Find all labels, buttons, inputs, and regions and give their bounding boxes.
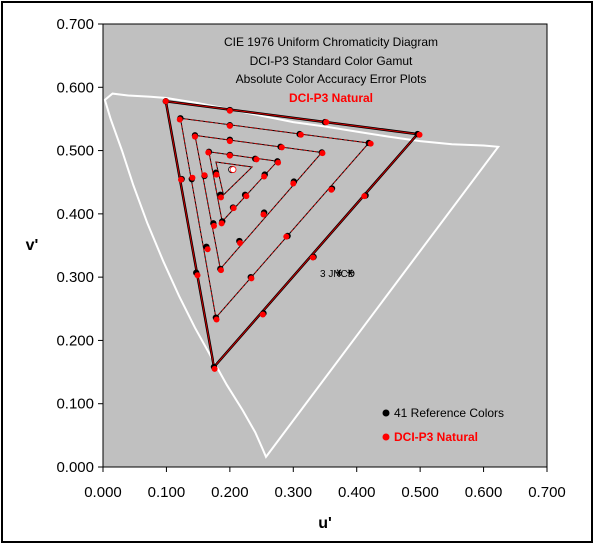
measured-point <box>328 186 335 193</box>
measured-point <box>162 98 169 105</box>
chart-title-line-1: CIE 1976 Uniform Chromaticity Diagram <box>224 35 438 49</box>
measured-point <box>259 311 266 318</box>
y-tick-label: 0.000 <box>56 459 94 476</box>
measured-point <box>176 116 183 123</box>
measured-point <box>204 246 211 253</box>
measured-point <box>367 140 374 147</box>
measured-point <box>217 194 224 201</box>
x-tick-label: 0.600 <box>465 484 503 501</box>
gamut-triangle-measured <box>179 117 370 319</box>
measured-point <box>309 254 316 261</box>
x-tick-label: 0.100 <box>148 484 186 501</box>
x-tick-label: 0.300 <box>275 484 313 501</box>
gamut-triangle-measured <box>215 161 253 196</box>
x-tick-label: 0.400 <box>338 484 376 501</box>
measured-point <box>213 171 220 178</box>
measured-point <box>416 131 423 138</box>
measured-point <box>213 316 220 323</box>
measured-point <box>229 166 237 173</box>
measured-point <box>361 193 368 200</box>
y-tick-label: 0.600 <box>56 79 94 96</box>
legend-label-reference: 41 Reference Colors <box>394 406 504 420</box>
measured-point <box>323 119 330 126</box>
y-tick-label: 0.100 <box>56 396 94 413</box>
measured-point <box>275 159 282 166</box>
measured-point <box>194 272 201 279</box>
y-tick-label: 0.400 <box>56 206 94 223</box>
x-tick-label: 0.500 <box>401 484 439 501</box>
points-layer <box>162 98 423 372</box>
y-tick-label: 0.300 <box>56 269 94 286</box>
plot-area <box>102 23 548 468</box>
measured-point <box>189 174 196 181</box>
measured-point <box>211 365 218 372</box>
measured-point <box>226 122 233 129</box>
measured-point <box>297 131 304 138</box>
x-tick-label: 0.200 <box>211 484 249 501</box>
measured-point <box>201 172 208 179</box>
gamut-triangle-measured <box>194 134 323 270</box>
chart-subtitle: DCI-P3 Natural <box>289 91 373 105</box>
measured-point <box>248 275 255 282</box>
measured-point <box>230 205 237 212</box>
chart-title-line-3: Absolute Color Accuracy Error Plots <box>236 72 427 86</box>
measured-point <box>226 152 233 159</box>
legend-marker-reference <box>382 409 390 417</box>
y-axis-label: v' <box>26 237 39 254</box>
measured-point <box>226 107 233 114</box>
measured-point <box>237 239 244 246</box>
measured-point <box>226 138 233 145</box>
measured-point <box>260 211 267 218</box>
measured-point <box>205 149 212 156</box>
measured-point <box>319 150 326 157</box>
y-tick-label: 0.700 <box>56 16 94 33</box>
chart-title-line-2: DCI-P3 Standard Color Gamut <box>250 54 413 68</box>
axes-layer: 0.000 0.100 0.200 0.300 0.400 0.500 0.600 0.700… <box>56 16 565 501</box>
measured-point <box>283 233 290 240</box>
legend-label-measured: DCI-P3 Natural <box>394 430 478 444</box>
x-tick-label: 0.000 <box>84 484 122 501</box>
measured-point <box>243 193 250 200</box>
measured-point <box>278 144 285 151</box>
jncd-star-icon <box>335 269 343 276</box>
legend-marker-measured <box>382 433 390 441</box>
gamut-triangle-measured <box>208 151 279 223</box>
measured-point <box>218 220 225 227</box>
measured-point <box>191 133 198 140</box>
measured-point <box>290 180 297 187</box>
measured-point <box>261 173 268 180</box>
y-tick-label: 0.200 <box>56 332 94 349</box>
gamut-triangle-measured <box>165 100 419 369</box>
measured-point <box>211 222 217 229</box>
measured-point <box>253 156 260 163</box>
jncd-star-icon <box>346 269 354 276</box>
gamut-triangles-layer <box>164 99 421 370</box>
x-tick-label: 0.700 <box>528 484 566 501</box>
y-tick-label: 0.500 <box>56 143 94 160</box>
jncd-annotation-label: 3 JNCD <box>320 269 355 280</box>
measured-point <box>178 176 185 183</box>
x-axis-label: u' <box>318 515 332 532</box>
measured-point <box>217 267 224 274</box>
